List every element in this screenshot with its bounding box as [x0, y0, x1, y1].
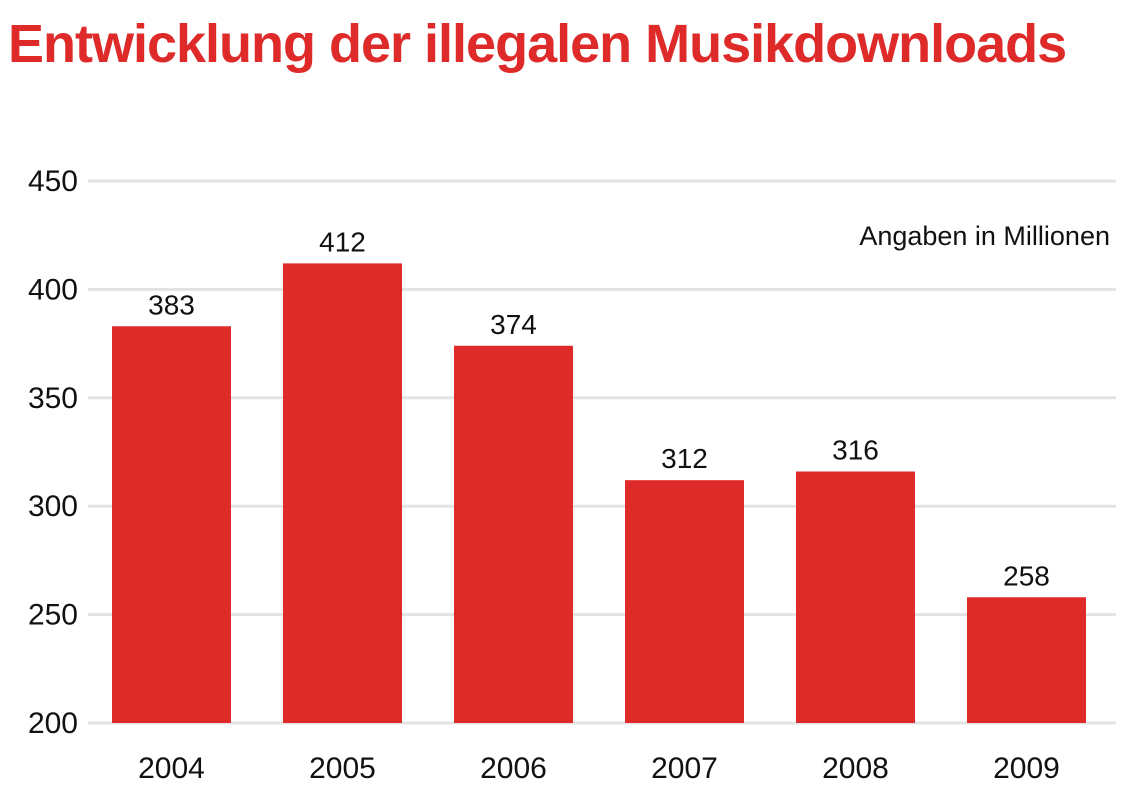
x-tick-label: 2009 [993, 752, 1060, 785]
value-label: 316 [832, 435, 879, 466]
y-tick-label: 250 [28, 599, 78, 632]
chart-title: Entwicklung der illegalen Musikdownloads [8, 14, 1067, 74]
bar [796, 471, 915, 723]
unit-annotation: Angaben in Millionen [859, 221, 1110, 251]
bar [283, 263, 402, 723]
x-tick-label: 2007 [651, 752, 718, 785]
value-label: 412 [319, 226, 366, 257]
value-labels: 383 412 374 312 316 258 [148, 226, 1050, 591]
value-label: 383 [148, 289, 195, 320]
value-label: 312 [661, 443, 708, 474]
x-tick-label: 2006 [480, 752, 547, 785]
gridlines [88, 179, 1116, 725]
value-label: 374 [490, 309, 537, 340]
x-tick-label: 2004 [138, 752, 205, 785]
bars [112, 263, 1086, 723]
bar [625, 480, 744, 723]
bar [112, 326, 231, 723]
y-axis-ticks: 200 250 300 350 400 450 [28, 165, 78, 740]
y-tick-label: 200 [28, 707, 78, 740]
x-tick-label: 2005 [309, 752, 376, 785]
value-label: 258 [1003, 560, 1050, 591]
bar [454, 345, 573, 723]
y-tick-label: 450 [28, 165, 78, 198]
y-tick-label: 350 [28, 382, 78, 415]
x-axis-ticks: 2004 2005 2006 2007 2008 2009 [138, 752, 1060, 785]
bar [967, 597, 1086, 723]
x-tick-label: 2008 [822, 752, 889, 785]
y-tick-label: 300 [28, 490, 78, 523]
y-tick-label: 400 [28, 273, 78, 306]
